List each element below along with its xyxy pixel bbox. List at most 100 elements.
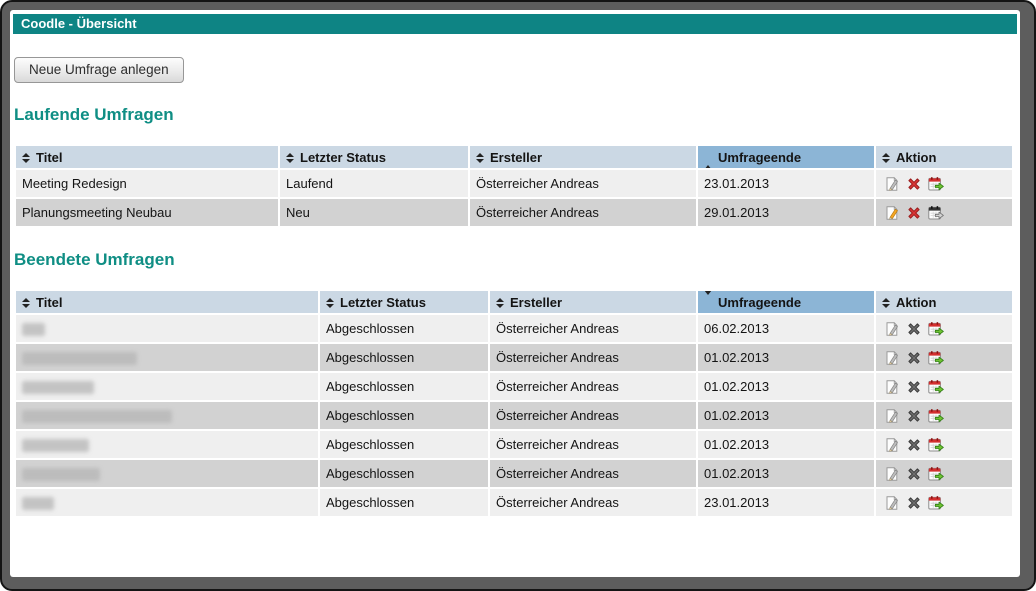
cell-creator: Österreicher Andreas [490,431,696,459]
export-icon[interactable] [928,321,944,337]
column-header-letzter-status[interactable]: Letzter Status [280,146,468,169]
delete-icon[interactable] [906,495,922,511]
delete-icon[interactable] [906,205,922,221]
column-header-titel[interactable]: Titel [16,291,318,314]
cell-end-date: 01.02.2013 [698,460,874,488]
column-header-ersteller[interactable]: Ersteller [470,146,696,169]
export-icon[interactable] [928,176,944,192]
sort-desc-icon [704,291,712,311]
cell-end-date: 06.02.2013 [698,315,874,343]
cell-title [16,431,318,459]
cell-end-date: 01.02.2013 [698,402,874,430]
cell-actions [876,402,1012,430]
cell-status: Laufend [280,170,468,198]
edit-icon[interactable] [884,321,900,337]
cell-creator: Österreicher Andreas [490,460,696,488]
sort-both-icon [286,152,294,163]
edit-icon[interactable] [884,205,900,221]
cell-actions [876,431,1012,459]
running-surveys-table: Titel Letzter Status Ersteller Umfrageende A… [14,144,1014,228]
cell-status: Abgeschlossen [320,373,488,401]
sort-asc-icon [704,150,712,169]
cell-title [16,489,318,517]
edit-icon[interactable] [884,466,900,482]
sort-both-icon [496,297,504,308]
edit-icon[interactable] [884,350,900,366]
column-label: Ersteller [490,150,543,166]
cell-status: Neu [280,199,468,227]
cell-creator: Österreicher Andreas [490,489,696,517]
delete-icon[interactable] [906,408,922,424]
cell-actions [876,489,1012,517]
edit-icon[interactable] [884,437,900,453]
edit-icon[interactable] [884,495,900,511]
cell-title [16,344,318,372]
table-row: Meeting Redesign Laufend Österreicher Andr… [16,170,1012,198]
cell-end-date: 29.01.2013 [698,199,874,227]
cell-actions [876,315,1012,343]
running-surveys-heading: Laufende Umfragen [14,105,174,124]
redacted-title [22,410,172,424]
redacted-title [22,323,45,337]
export-icon[interactable] [928,437,944,453]
cell-title [16,373,318,401]
cell-end-date: 01.02.2013 [698,373,874,401]
edit-icon[interactable] [884,379,900,395]
export-icon[interactable] [928,350,944,366]
table-row: Abgeschlossen Österreicher Andreas 01.02.2… [16,344,1012,372]
export-icon[interactable] [928,495,944,511]
redacted-title [22,439,89,453]
sort-both-icon [476,152,484,163]
delete-icon[interactable] [906,437,922,453]
cell-actions [876,344,1012,372]
export-icon[interactable] [928,466,944,482]
cell-actions [876,199,1012,227]
column-header-aktion[interactable]: Aktion [876,146,1012,169]
column-header-titel[interactable]: Titel [16,146,278,169]
cell-title [16,315,318,343]
table-row: Abgeschlossen Österreicher Andreas 01.02.2… [16,460,1012,488]
cell-end-date: 23.01.2013 [698,489,874,517]
cell-creator: Österreicher Andreas [470,199,696,227]
column-label: Titel [36,150,63,166]
column-header-umfrageende[interactable]: Umfrageende [698,291,874,314]
cell-actions [876,460,1012,488]
column-header-aktion[interactable]: Aktion [876,291,1012,314]
cell-creator: Österreicher Andreas [490,402,696,430]
page: Coodle - Übersicht Neue Umfrage anlegen … [10,10,1020,577]
cell-creator: Österreicher Andreas [490,373,696,401]
export-icon[interactable] [928,379,944,395]
column-header-umfrageende[interactable]: Umfrageende [698,146,874,169]
sort-both-icon [882,152,890,163]
edit-icon[interactable] [884,408,900,424]
cell-status: Abgeschlossen [320,315,488,343]
column-header-ersteller[interactable]: Ersteller [490,291,696,314]
cell-status: Abgeschlossen [320,431,488,459]
sort-both-icon [22,297,30,308]
cell-actions [876,170,1012,198]
delete-icon[interactable] [906,350,922,366]
cell-end-date: 23.01.2013 [698,170,874,198]
export-icon[interactable] [928,408,944,424]
edit-icon[interactable] [884,176,900,192]
sort-both-icon [882,297,890,308]
column-label: Umfrageende [718,150,802,166]
column-label: Titel [36,295,63,311]
cell-status: Abgeschlossen [320,489,488,517]
finished-surveys-heading: Beendete Umfragen [14,250,175,270]
column-label: Letzter Status [300,150,386,166]
column-label: Letzter Status [340,295,426,311]
delete-icon[interactable] [906,176,922,192]
delete-icon[interactable] [906,379,922,395]
column-header-letzter-status[interactable]: Letzter Status [320,291,488,314]
delete-icon[interactable] [906,466,922,482]
column-label: Umfrageende [718,295,802,311]
new-survey-button[interactable]: Neue Umfrage anlegen [14,57,184,83]
cell-end-date: 01.02.2013 [698,344,874,372]
column-label: Aktion [896,295,937,311]
redacted-title [22,381,94,395]
export-icon[interactable] [928,205,944,221]
redacted-title [22,352,137,366]
delete-icon[interactable] [906,321,922,337]
